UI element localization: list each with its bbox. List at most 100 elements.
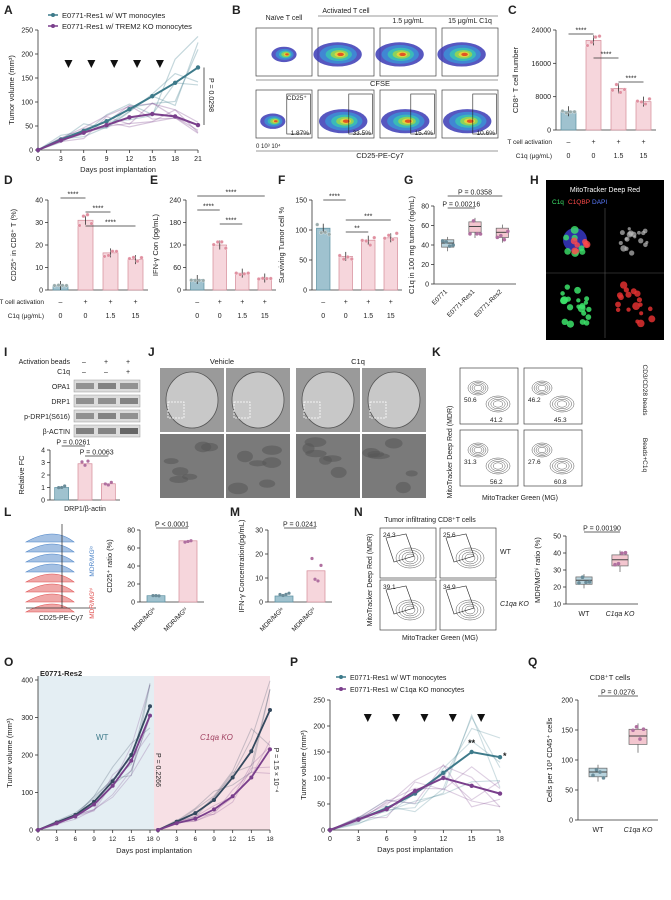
blot-band	[98, 383, 116, 389]
significance-label: *	[503, 751, 507, 761]
data-point	[284, 592, 288, 596]
panel-letter-B: B	[232, 3, 241, 17]
density-blob	[404, 119, 412, 123]
category-label: WT	[579, 611, 591, 618]
data-point	[81, 214, 86, 219]
data-point	[256, 277, 261, 281]
data-point	[268, 747, 272, 752]
y-tick-label: 60	[127, 546, 135, 553]
zoom-box	[233, 401, 251, 419]
data-point	[495, 235, 500, 240]
mitochondrion	[182, 473, 198, 480]
signal-dot	[625, 291, 632, 298]
signal-dot	[564, 248, 571, 255]
gate-percent: 41.2	[490, 417, 503, 424]
category-label: WT	[593, 827, 605, 834]
y-tick-label: 150	[313, 750, 325, 757]
hist-label-hi: MDR/MGʰⁱ	[88, 588, 96, 619]
panel-letter-I: I	[4, 345, 7, 359]
data-point	[64, 283, 69, 288]
significance-label: ****	[68, 192, 79, 199]
data-point	[390, 237, 395, 242]
contour	[469, 444, 487, 456]
signal-dot	[629, 250, 635, 256]
signal-dot	[615, 301, 621, 308]
x-tick-label: 9	[413, 836, 417, 843]
data-point	[219, 239, 224, 244]
gate-percent: 56.2	[490, 479, 503, 486]
mitochondrion	[261, 445, 282, 455]
y-tick-label: 20	[553, 585, 561, 592]
label-c1qbp: C1QBP	[568, 199, 590, 206]
em-image	[160, 434, 224, 498]
contour	[401, 603, 419, 617]
data-point	[36, 828, 40, 832]
y-axis-label: Cells per 10³ CD45⁺ cells	[545, 717, 554, 802]
c1q-sign: –	[104, 369, 108, 376]
signal-dot	[631, 231, 637, 238]
legend-marker	[51, 13, 55, 17]
y-tick-label: 0	[321, 828, 325, 835]
data-point	[172, 80, 178, 86]
significance-label: ****	[226, 190, 237, 197]
gate-percent: 24.3	[383, 532, 396, 539]
y-tick-label: 0	[41, 498, 45, 505]
y-tick-label: 120	[169, 243, 181, 250]
individual-curve	[37, 104, 199, 151]
col-label-1.5: 1.5 μg/mL	[392, 18, 423, 25]
contour	[535, 445, 549, 455]
data-point	[89, 221, 94, 226]
row1-value: –	[567, 139, 571, 146]
signal-dot	[626, 307, 631, 312]
row2-value: 15	[640, 153, 648, 160]
signal-dot	[624, 237, 628, 241]
y-tick-label: 100	[21, 100, 33, 107]
gate	[472, 93, 497, 135]
data-point	[230, 794, 235, 799]
col-label-c1q: C1q	[351, 357, 365, 366]
blot-band	[120, 383, 138, 389]
contour	[488, 459, 508, 473]
data-point	[360, 238, 365, 243]
y-tick-label: 40	[127, 564, 135, 571]
data-point	[281, 593, 285, 598]
gate-percent: 45.3	[554, 417, 567, 424]
data-point	[135, 259, 140, 264]
y-tick-label: 1	[41, 485, 45, 492]
y-tick-label: 0	[131, 600, 135, 607]
data-point	[323, 230, 328, 235]
y-tick-label: 20	[127, 582, 135, 589]
histogram	[24, 533, 75, 543]
mitochondrion	[302, 443, 315, 454]
contour	[398, 549, 422, 567]
signal-dot	[615, 307, 621, 312]
x-tick-label: 18	[266, 836, 274, 843]
gate	[385, 585, 415, 615]
row2-value: 0	[567, 153, 571, 160]
data-point	[150, 111, 155, 117]
category-label: C1qa KO	[624, 827, 653, 834]
col-label-activated: Activated T cell	[322, 8, 370, 15]
legend-label-ko: E0771-Res1 w/ TREM2 KO monocytes	[62, 22, 192, 31]
data-point	[86, 459, 90, 463]
signal-dot	[643, 242, 648, 248]
panel-letter-K: K	[432, 345, 441, 359]
data-point	[278, 592, 282, 597]
data-point	[215, 240, 220, 244]
data-point	[102, 254, 107, 259]
y-axis-label: IFN-γ Concentration(pg/mL)	[237, 519, 246, 612]
data-point	[639, 100, 644, 104]
data-point	[157, 594, 161, 598]
data-point	[577, 581, 581, 585]
row-label-c1q: C1q	[57, 369, 70, 376]
y-tick-label: 60	[421, 223, 429, 230]
band-label: p-DRP1(S616)	[24, 414, 70, 421]
signal-dot	[578, 245, 585, 252]
significance-label: ****	[601, 52, 612, 59]
data-point	[610, 88, 615, 93]
data-point	[60, 485, 64, 490]
legend-marker	[339, 687, 343, 691]
contour	[485, 457, 511, 475]
data-point	[597, 34, 602, 39]
data-point	[127, 256, 132, 261]
